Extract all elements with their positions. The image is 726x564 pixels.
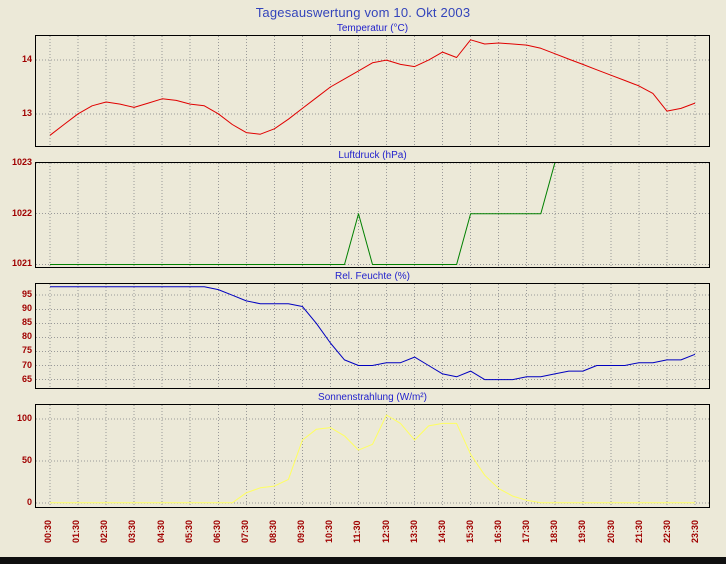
chart-canvas	[36, 405, 709, 507]
x-axis-label: 20:30	[605, 519, 616, 543]
x-axis-label: 07:30	[239, 519, 250, 543]
x-axis-label: 16:30	[493, 519, 504, 543]
x-axis-label: 15:30	[464, 519, 475, 543]
x-axis-label: 01:30	[71, 519, 82, 543]
y-axis-label: 100	[16, 413, 32, 424]
y-axis-label: 65	[21, 373, 32, 384]
plot-area-luftdruck: 1021 1022 1023	[12, 158, 710, 268]
chart-luftdruck: Luftdruck (hPa) 1021 1022 1023	[0, 150, 726, 268]
y-axis-label: 13	[21, 107, 32, 118]
bottom-border-bar	[0, 557, 726, 564]
chart-canvas	[36, 36, 709, 146]
data-line	[50, 163, 556, 265]
chart-sonnenstrahlung: Sonnenstrahlung (W/m²) 0 50 100	[0, 392, 726, 508]
x-axis-label: 22:30	[661, 519, 672, 543]
chart-title-feuchte: Rel. Feuchte (%)	[334, 271, 411, 282]
chart-temperatur: Temperatur (°C) 13 14	[0, 23, 726, 147]
data-line	[50, 414, 695, 504]
y-axis-label: 70	[21, 359, 32, 370]
x-axis-label: 23:30	[689, 519, 700, 543]
y-axis-label: 75	[21, 345, 32, 356]
x-axis-label: 21:30	[633, 519, 644, 543]
x-axis-label: 18:30	[549, 519, 560, 543]
x-axis-label: 04:30	[155, 519, 166, 543]
chart-title-sonnenstrahlung: Sonnenstrahlung (W/m²)	[318, 392, 427, 403]
x-axis-labels: 00:30 01:30 02:30 03:30 04:30 05:30 06:30 07:30…	[35, 510, 710, 548]
plot-area-sonnenstrahlung: 0 50 100	[17, 404, 710, 508]
chart-canvas	[36, 163, 709, 267]
x-axis-label: 03:30	[127, 519, 138, 543]
page-title: Tagesauswertung vom 10. Okt 2003	[255, 5, 471, 20]
chart-canvas	[36, 284, 709, 388]
y-axis-label: 85	[21, 317, 32, 328]
x-axis-label: 10:30	[324, 519, 335, 543]
plot-area-feuchte: 65 70 75 80 85 90 95	[22, 283, 710, 389]
x-axis-label: 02:30	[99, 519, 110, 543]
chart-title-temperatur: Temperatur (°C)	[336, 23, 409, 34]
x-axis-label: 11:30	[352, 520, 363, 543]
x-axis-label: 13:30	[408, 519, 419, 543]
plot-area-temperatur: 13 14	[22, 35, 710, 147]
y-axis-label: 1022	[11, 207, 32, 218]
y-axis-label: 0	[26, 496, 32, 507]
y-axis-label: 80	[21, 331, 32, 342]
x-axis-label: 08:30	[268, 519, 279, 543]
x-axis-label: 06:30	[211, 519, 222, 543]
x-axis-label: 00:30	[43, 519, 54, 543]
y-axis-label: 1021	[11, 258, 32, 269]
data-line	[49, 39, 696, 136]
chart-title-luftdruck: Luftdruck (hPa)	[338, 150, 407, 161]
y-axis-label: 50	[21, 455, 32, 466]
x-axis-label: 05:30	[183, 519, 194, 543]
x-axis-label: 14:30	[436, 519, 447, 543]
y-axis-label: 95	[21, 289, 32, 300]
y-axis-label: 90	[21, 303, 32, 314]
x-axis-label: 17:30	[521, 519, 532, 543]
x-axis-label: 12:30	[380, 519, 391, 543]
chart-feuchte: Rel. Feuchte (%) 65 70 75 80 85 90 95	[0, 271, 726, 389]
data-line	[50, 286, 696, 381]
y-axis-label: 1023	[11, 157, 32, 168]
y-axis-label: 14	[21, 54, 32, 65]
x-axis-label: 19:30	[577, 519, 588, 543]
x-axis-label: 09:30	[296, 519, 307, 543]
